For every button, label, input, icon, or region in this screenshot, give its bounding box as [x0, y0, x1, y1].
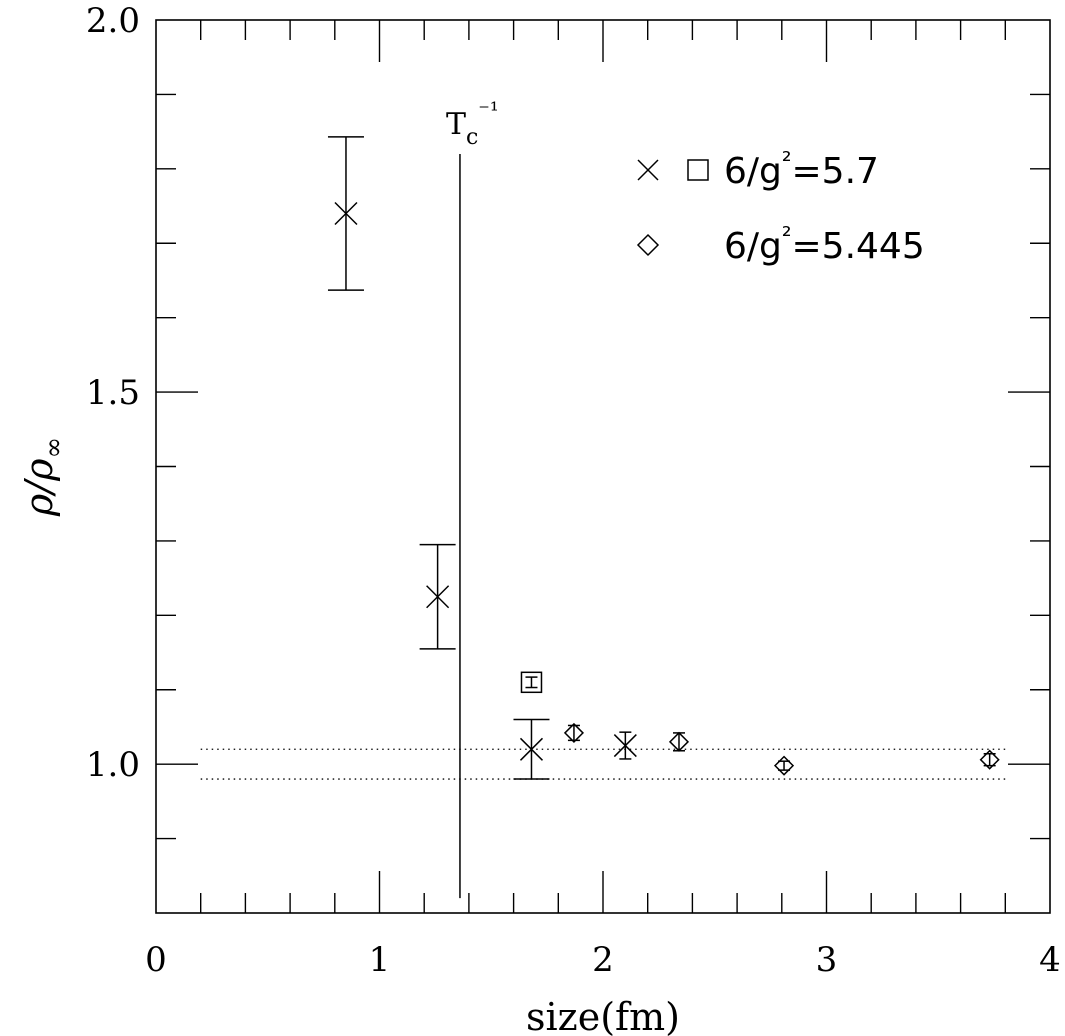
cross-stroke: [334, 201, 358, 226]
diamond-marker: [773, 755, 795, 776]
diamond-marker: [668, 731, 690, 752]
y-tick-label: 1.0: [86, 745, 140, 785]
square-marker: [687, 159, 709, 181]
square-point: [520, 671, 543, 694]
diamond-point: [773, 755, 795, 776]
cross-stroke: [519, 737, 544, 761]
cross-point: [513, 718, 550, 780]
legend-entry: 6/g²=5.445: [636, 222, 925, 267]
reference-band: [200, 748, 1006, 780]
cross-marker: [637, 159, 659, 181]
x-tick-label: 0: [145, 940, 167, 980]
cross-marker: [613, 734, 637, 758]
diamond-marker: [979, 749, 1000, 770]
legend: 6/g²=5.7 6/g²=5.445: [636, 147, 925, 267]
axis-ticks: [156, 20, 1050, 913]
x-tick-label: 4: [1039, 940, 1061, 980]
cross-point: [419, 543, 456, 650]
x-tick-label: 2: [592, 940, 614, 980]
cross-point: [613, 731, 637, 760]
diamond-marker: [563, 722, 585, 743]
x-tick-label: 1: [369, 940, 391, 980]
y-axis-label: ρ/ρ∞: [17, 437, 69, 517]
cross-point: [327, 136, 364, 291]
cross-stroke: [426, 585, 450, 609]
x-tick-label: 3: [816, 940, 838, 980]
axis-labels: size(fm) ρ/ρ∞: [17, 437, 680, 1036]
diamond-marker: [636, 233, 660, 257]
diamond-point: [563, 722, 585, 743]
tick-labels: 0 1 2 3 4 1.0 1.5 2.0: [86, 1, 1061, 980]
diamond-point: [979, 749, 1000, 770]
tc-label: Tc⁻¹: [446, 99, 499, 150]
cross-stroke: [613, 734, 637, 758]
tc-inverse-line: Tc⁻¹: [446, 99, 499, 899]
legend-entry: 6/g²=5.7: [637, 147, 879, 192]
square-marker: [520, 671, 543, 694]
x-axis-label: size(fm): [526, 995, 680, 1036]
y-tick-label: 2.0: [86, 1, 140, 41]
data-points: [327, 136, 1000, 780]
cross-marker: [426, 585, 450, 609]
cross-stroke: [637, 159, 659, 181]
diamond-point: [668, 731, 690, 752]
legend-label: 6/g²=5.445: [724, 222, 925, 267]
legend-label: 6/g²=5.7: [724, 147, 879, 192]
cross-marker: [519, 737, 544, 761]
y-tick-label: 1.5: [86, 373, 140, 413]
cross-marker: [334, 201, 358, 226]
